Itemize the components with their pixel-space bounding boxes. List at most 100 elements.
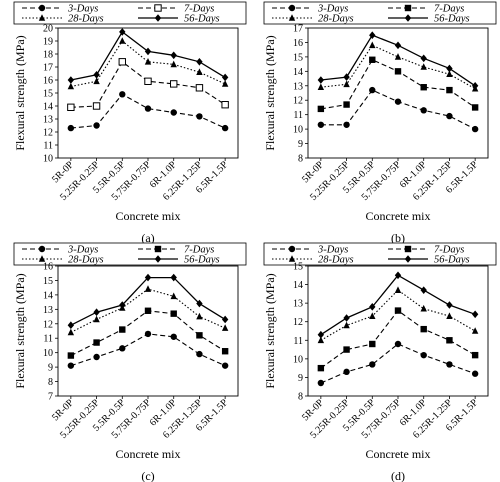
data-point <box>471 104 479 111</box>
data-point <box>343 321 350 329</box>
y-tick-label: 14 <box>293 67 303 78</box>
data-point <box>369 41 376 49</box>
data-point <box>170 60 177 68</box>
legend-box <box>13 242 247 266</box>
legend-marker <box>38 4 46 12</box>
data-point <box>394 271 402 280</box>
series-line <box>320 44 476 90</box>
legend-label: 28-Days <box>68 255 104 266</box>
series-line <box>320 289 476 341</box>
data-point <box>446 312 453 319</box>
data-point <box>343 80 350 88</box>
y-tick-label: 19 <box>43 37 53 48</box>
data-point <box>221 73 229 82</box>
data-point <box>317 83 325 91</box>
legend-marker <box>38 255 46 262</box>
data-point <box>420 54 427 63</box>
data-point <box>196 68 203 75</box>
y-tick-label: 14 <box>293 280 303 291</box>
data-point <box>196 113 203 120</box>
y-tick-label: 16 <box>43 76 53 87</box>
legend-marker <box>38 245 46 253</box>
legend-label: 28-Days <box>68 14 104 25</box>
data-point <box>369 56 376 63</box>
data-point <box>67 352 75 359</box>
legend-label: 7-Days <box>184 245 214 256</box>
data-point <box>170 80 178 88</box>
data-point <box>394 53 402 60</box>
x-axis-title: Concrete mix <box>366 447 431 461</box>
legend-label: 3-Days <box>67 4 98 15</box>
data-point <box>93 71 100 79</box>
plot-area <box>307 265 489 397</box>
data-point <box>119 326 126 333</box>
data-point <box>93 308 100 317</box>
legend-label: 3-Days <box>67 245 98 256</box>
legend-label: 7-Days <box>184 4 214 15</box>
data-point <box>394 98 402 105</box>
data-point <box>420 84 427 91</box>
data-point <box>221 80 229 87</box>
y-tick-label: 15 <box>43 276 53 287</box>
legend-marker <box>288 245 296 253</box>
y-tick-label: 12 <box>43 319 53 330</box>
data-point <box>144 307 152 314</box>
data-point <box>394 41 402 50</box>
data-point <box>67 124 75 132</box>
y-tick-label: 11 <box>43 141 53 152</box>
legend: 3-Days 7-Days 28-Days 56-Days <box>13 242 247 266</box>
data-point <box>119 37 126 44</box>
data-point <box>343 368 350 376</box>
data-point <box>93 339 100 346</box>
data-point <box>221 348 229 355</box>
data-point <box>144 105 152 112</box>
data-point <box>420 63 427 70</box>
y-tick-label: 8 <box>48 377 53 388</box>
data-point <box>471 370 479 377</box>
data-point <box>317 379 325 387</box>
y-tick-label: 15 <box>293 262 303 273</box>
data-point <box>196 350 203 358</box>
data-point <box>369 31 376 40</box>
legend-label: 28-Days <box>318 255 354 266</box>
data-point <box>221 101 229 109</box>
legend-marker <box>288 255 296 262</box>
panel-caption: (a) <box>141 231 154 245</box>
legend-box <box>263 242 497 266</box>
y-tick-label: 10 <box>43 154 53 165</box>
y-tick-label: 15 <box>293 52 303 63</box>
data-point <box>343 73 350 81</box>
y-axis-title: Flexural strength (MPa) <box>13 273 27 388</box>
y-tick-label: 17 <box>293 24 303 35</box>
y-tick-label: 11 <box>293 336 303 347</box>
legend-label: 7-Days <box>434 4 464 15</box>
data-point <box>343 121 350 128</box>
data-point <box>67 362 75 369</box>
legend-label: 3-Days <box>317 245 348 256</box>
legend-marker <box>154 245 162 253</box>
y-tick-label: 10 <box>43 348 53 359</box>
data-point <box>471 125 479 133</box>
legend-label: 7-Days <box>434 245 464 256</box>
data-point <box>170 333 177 340</box>
data-point <box>118 58 126 66</box>
data-point <box>420 286 427 294</box>
data-point <box>394 340 402 348</box>
data-point <box>369 361 376 368</box>
data-point <box>119 91 126 98</box>
chart-panel: 3-Days 7-Days 28-Days 56-Days 7 8 9 10 11 12 13 14 1… <box>13 242 247 482</box>
y-tick-label: 12 <box>293 317 303 328</box>
y-axis-title: Flexural strength (MPa) <box>263 273 277 388</box>
data-point <box>67 76 75 84</box>
legend-label: 56-Days <box>434 14 470 25</box>
data-point <box>394 307 402 314</box>
legend-label: 28-Days <box>318 14 354 25</box>
y-tick-label: 17 <box>43 63 53 74</box>
legend-marker <box>404 245 412 253</box>
y-tick-label: 18 <box>43 50 53 61</box>
legend-label: 56-Days <box>184 255 220 266</box>
data-point <box>221 124 229 132</box>
data-point <box>420 304 427 312</box>
legend-marker <box>288 4 296 12</box>
data-point <box>446 70 453 78</box>
